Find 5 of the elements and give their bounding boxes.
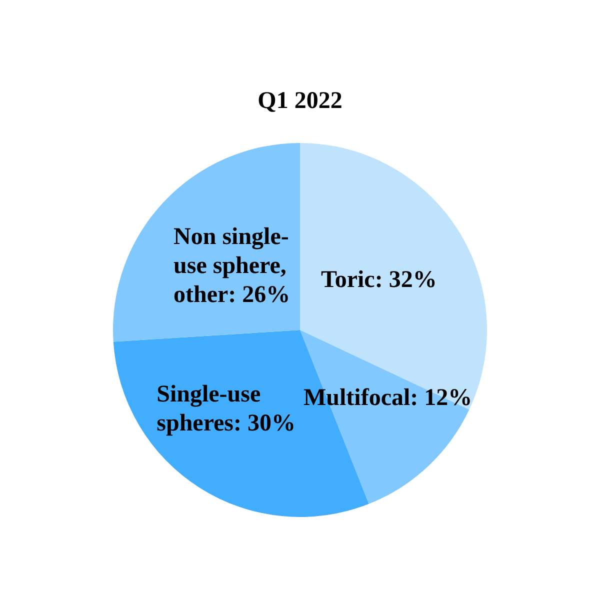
slice-label: Toric: 32% bbox=[321, 266, 437, 293]
slice-label: Non single-use sphere, other: 26% bbox=[174, 224, 290, 308]
slice-label: Multifocal: 12% bbox=[304, 385, 472, 412]
slice-label: Single-use spheres: 30% bbox=[156, 381, 296, 436]
chart-title: Q1 2022 bbox=[258, 88, 342, 114]
